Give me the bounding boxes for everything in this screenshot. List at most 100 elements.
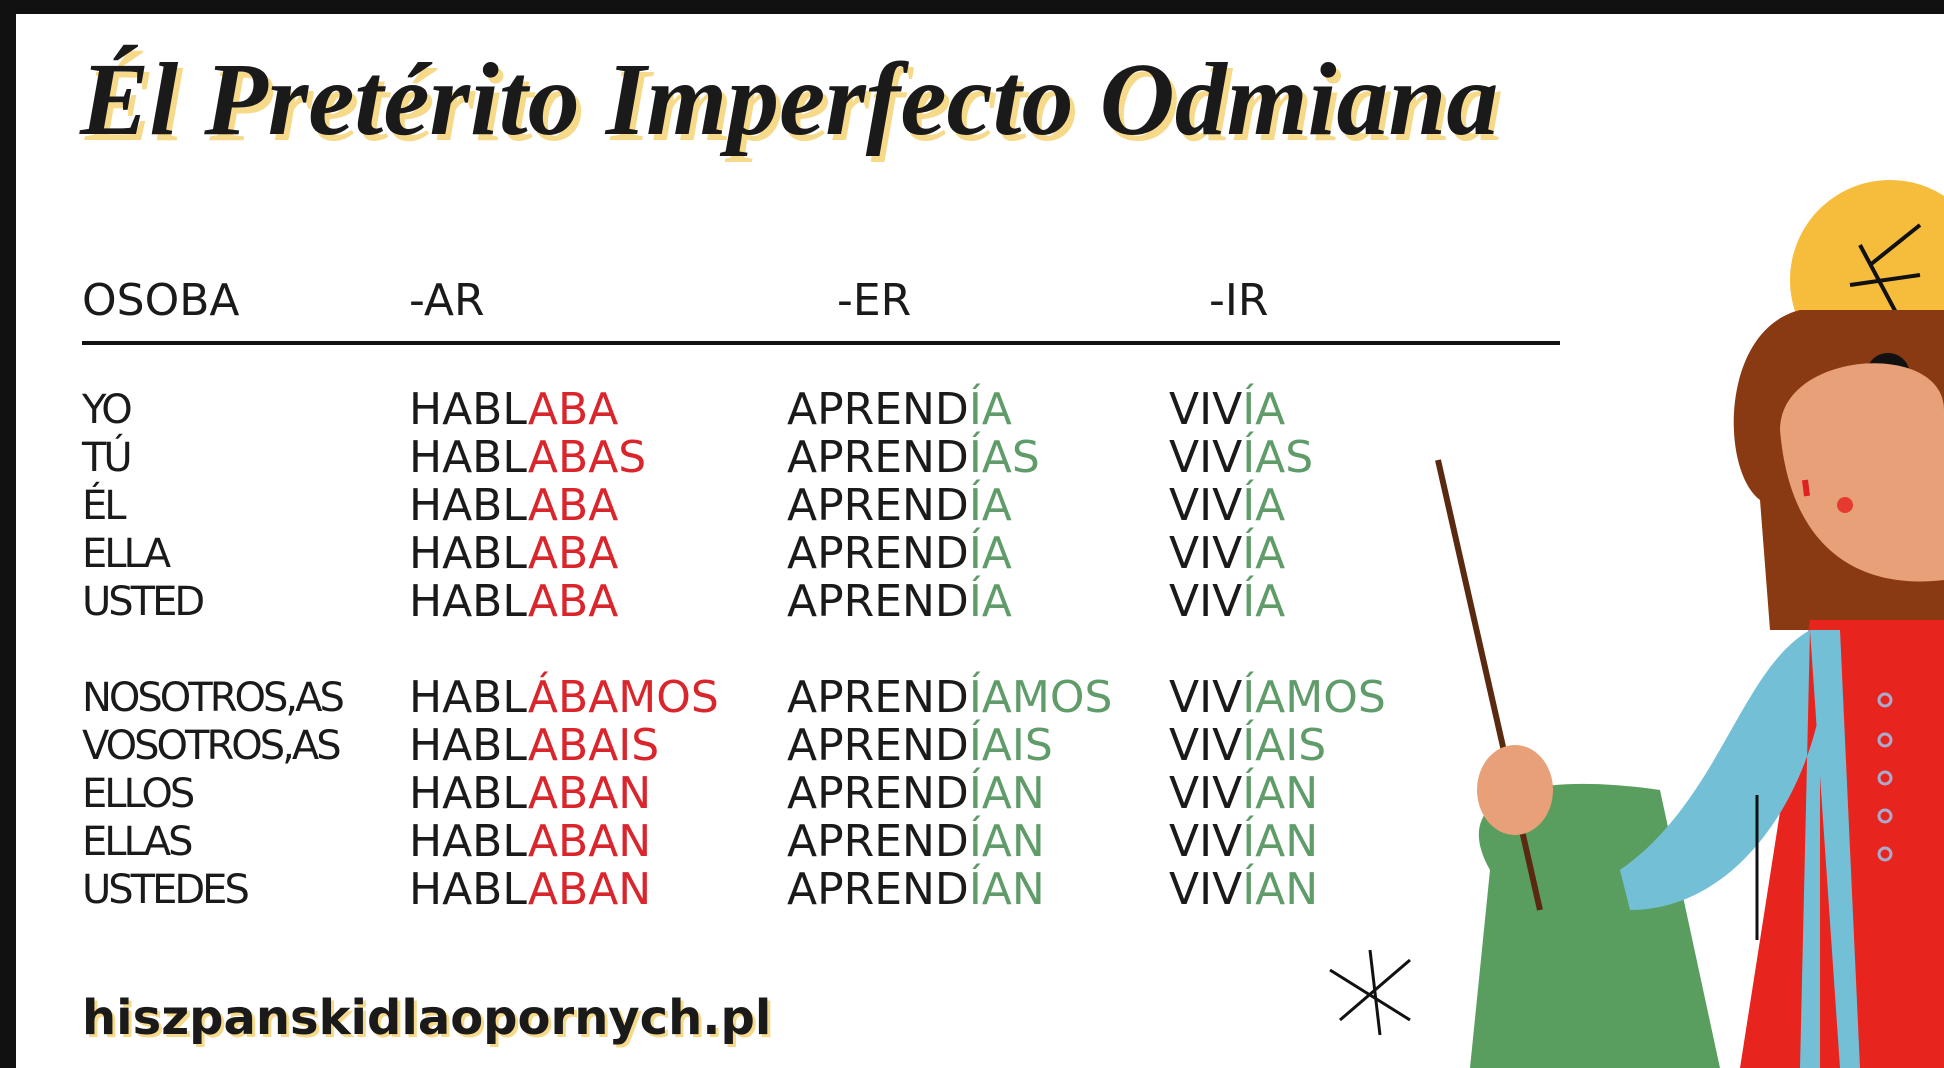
verb-form: VIVÍAN (1169, 866, 1318, 914)
title: Él Pretérito Imperfecto Odmiana (80, 42, 1499, 157)
verb-stem: VIV (1169, 528, 1243, 579)
verb-form: APRENDÍA (787, 482, 1012, 530)
verb-stem: APREND (787, 672, 969, 723)
verb-ending: ABA (527, 576, 619, 627)
verb-form: HABLÁBAMOS (409, 674, 719, 722)
verb-ending: ABAS (527, 432, 647, 483)
verb-stem: HABL (409, 720, 528, 771)
verb-ending: ÍAN (968, 816, 1045, 867)
verb-form: HABLABAIS (409, 722, 659, 770)
verb-stem: HABL (409, 768, 528, 819)
verb-ending: ÍAS (968, 432, 1040, 483)
verb-ending: ÍAMOS (1242, 672, 1386, 723)
verb-ending: ÍA (968, 528, 1012, 579)
verb-ending: ÍA (968, 576, 1012, 627)
person: ELLAS (82, 819, 194, 865)
person: ELLOS (82, 771, 195, 817)
verb-ending: ABA (527, 384, 619, 435)
verb-form: HABLABA (409, 386, 618, 434)
verb-ending: ABAN (527, 816, 652, 867)
verb-ending: ÍA (1242, 480, 1286, 531)
verb-stem: APREND (787, 528, 969, 579)
verb-stem: VIV (1169, 384, 1243, 435)
verb-form: HABLABA (409, 578, 618, 626)
person: USTED (82, 579, 205, 625)
verb-form: APRENDÍAN (787, 818, 1045, 866)
verb-ending: ÍAN (968, 768, 1045, 819)
person: TÚ (82, 435, 133, 481)
verb-form: HABLABAN (409, 770, 651, 818)
verb-stem: HABL (409, 864, 528, 915)
verb-stem: APREND (787, 432, 969, 483)
verb-form: VIVÍAN (1169, 770, 1318, 818)
person: VOSOTROS,AS (82, 723, 342, 769)
verb-stem: HABL (409, 480, 528, 531)
frame (0, 0, 1944, 14)
verb-stem: APREND (787, 816, 969, 867)
verb-form: VIVÍAN (1169, 818, 1318, 866)
verb-form: VIVÍA (1169, 530, 1285, 578)
verb-stem: VIV (1169, 864, 1243, 915)
verb-ending: ABA (527, 480, 619, 531)
verb-form: APRENDÍA (787, 386, 1012, 434)
verb-form: HABLABAN (409, 866, 651, 914)
verb-stem: APREND (787, 480, 969, 531)
verb-form: VIVÍA (1169, 578, 1285, 626)
verb-stem: VIV (1169, 480, 1243, 531)
verb-stem: HABL (409, 528, 528, 579)
verb-form: APRENDÍAN (787, 770, 1045, 818)
person: YO (82, 387, 133, 433)
verb-ending: ABA (527, 528, 619, 579)
teacher-illustration (1329, 180, 1944, 1068)
website: hiszpanskidlaopornych.pl (82, 990, 772, 1046)
person: ÉL (82, 483, 127, 529)
verb-ending: ABAIS (527, 720, 660, 771)
person: USTEDES (82, 867, 250, 913)
verb-stem: VIV (1169, 432, 1243, 483)
verb-form: APRENDÍAIS (787, 722, 1053, 770)
verb-stem: HABL (409, 576, 528, 627)
verb-ending: ÍA (1242, 384, 1286, 435)
verb-ending: ÍAIS (968, 720, 1053, 771)
verb-stem: APREND (787, 768, 969, 819)
verb-stem: VIV (1169, 720, 1243, 771)
verb-stem: HABL (409, 432, 528, 483)
verb-stem: VIV (1169, 816, 1243, 867)
person: ELLA (82, 531, 171, 577)
verb-form: VIVÍAMOS (1169, 674, 1386, 722)
verb-stem: HABL (409, 384, 528, 435)
header: -ER (837, 275, 912, 326)
verb-stem: APREND (787, 864, 969, 915)
verb-stem: HABL (409, 816, 528, 867)
verb-form: APRENDÍAMOS (787, 674, 1112, 722)
verb-ending: ÍAMOS (968, 672, 1113, 723)
verb-form: APRENDÍAS (787, 434, 1040, 482)
verb-stem: VIV (1169, 576, 1243, 627)
header: -AR (409, 275, 485, 326)
verb-ending: ÍA (968, 384, 1012, 435)
verb-ending: ÍAIS (1242, 720, 1327, 771)
verb-ending: ÍAN (1242, 864, 1319, 915)
verb-form: HABLABAS (409, 434, 646, 482)
verb-form: HABLABAN (409, 818, 651, 866)
verb-form: VIVÍAS (1169, 434, 1313, 482)
verb-stem: VIV (1169, 672, 1243, 723)
verb-ending: ÍAN (1242, 768, 1319, 819)
verb-ending: ÍAS (1242, 432, 1314, 483)
verb-stem: APREND (787, 384, 969, 435)
verb-stem: VIV (1169, 768, 1243, 819)
header: -IR (1209, 275, 1269, 326)
verb-ending: ÍAN (968, 864, 1045, 915)
verb-form: APRENDÍAN (787, 866, 1045, 914)
verb-form: VIVÍAIS (1169, 722, 1326, 770)
frame (0, 0, 16, 1068)
verb-ending: ÁBAMOS (527, 672, 719, 723)
verb-form: VIVÍA (1169, 482, 1285, 530)
verb-form: HABLABA (409, 482, 618, 530)
verb-ending: ABAN (527, 864, 652, 915)
verb-stem: HABL (409, 672, 528, 723)
verb-form: APRENDÍA (787, 578, 1012, 626)
verb-ending: ÍA (968, 480, 1012, 531)
verb-form: APRENDÍA (787, 530, 1012, 578)
